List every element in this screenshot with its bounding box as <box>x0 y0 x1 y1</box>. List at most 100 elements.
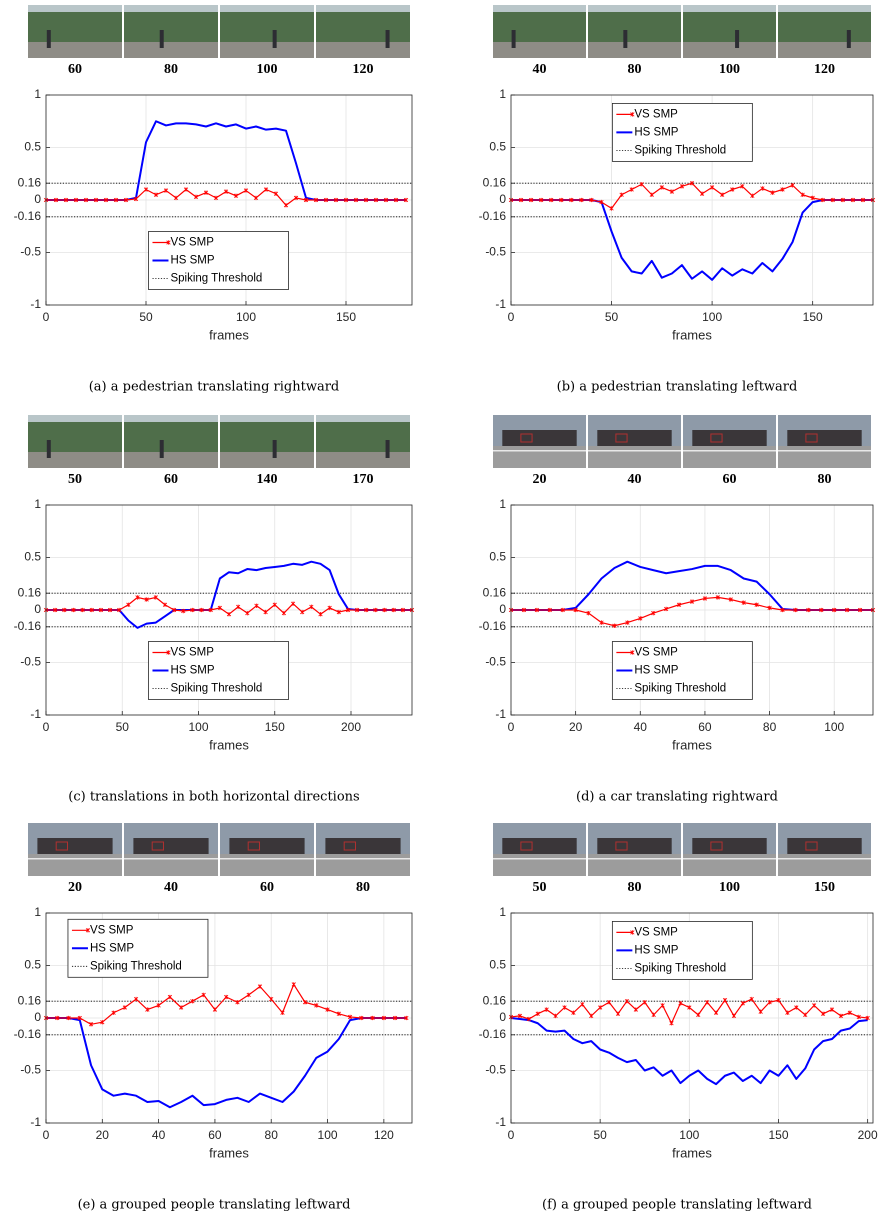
video-frame <box>588 823 681 876</box>
video-frame <box>28 823 122 876</box>
y-tick-label: 0.16 <box>18 175 42 189</box>
data-line <box>508 996 870 1026</box>
axes-box <box>45 912 413 1124</box>
legend-label: HS SMP <box>634 944 678 956</box>
legend-box <box>611 921 753 980</box>
x-tick-label: 150 <box>768 1128 788 1142</box>
video-frame <box>316 5 410 58</box>
x-tick-label: 80 <box>265 1128 279 1142</box>
video-frame <box>493 5 586 58</box>
x-axis-label: frames <box>672 327 712 342</box>
video-frame <box>683 5 776 58</box>
data-line <box>43 187 409 208</box>
video-frame <box>220 415 314 468</box>
y-tick-label: 0.16 <box>483 585 507 599</box>
y-tick-label: 0.16 <box>483 993 507 1007</box>
y-tick-label: 0 <box>34 602 41 616</box>
frame-number: 100 <box>719 62 740 77</box>
y-tick-label: 0.5 <box>24 550 41 564</box>
x-tick-label: 100 <box>188 720 208 734</box>
x-tick-label: 200 <box>858 1128 878 1142</box>
video-frame <box>28 5 122 58</box>
y-tick-label: 0.16 <box>18 585 42 599</box>
legend: VS SMP HS SMP Spiking Threshold <box>611 641 753 700</box>
video-frame <box>28 415 122 468</box>
y-tick-label: -1 <box>30 707 41 721</box>
x-tick-label: 40 <box>152 1128 166 1142</box>
legend-label: Spiking Threshold <box>90 960 182 972</box>
frame-number: 40 <box>533 62 547 77</box>
frame-number: 60 <box>164 472 178 487</box>
frame-number: 100 <box>257 62 278 77</box>
y-tick-label: -0.5 <box>20 245 41 259</box>
caption: (d) a car translating rightward <box>576 790 778 805</box>
legend-label: HS SMP <box>170 665 214 677</box>
axes-box <box>45 94 413 306</box>
legend-box <box>148 231 289 290</box>
legend-box <box>67 918 209 978</box>
x-axis-label: frames <box>209 1145 249 1160</box>
x-tick-label: 150 <box>265 720 285 734</box>
x-axis-label: frames <box>209 737 249 752</box>
axes-box <box>510 504 874 716</box>
frame-number: 40 <box>628 472 642 487</box>
y-tick-label: -1 <box>30 1115 41 1129</box>
frame-number: 120 <box>814 62 835 77</box>
x-tick-label: 50 <box>116 720 130 734</box>
y-tick-label: 0.5 <box>489 550 506 564</box>
video-frame <box>778 415 871 468</box>
legend-label: VS SMP <box>634 647 678 659</box>
data-line <box>508 181 876 211</box>
x-tick-label: 0 <box>508 310 515 324</box>
y-tick-label: -0.16 <box>479 619 507 633</box>
legend-label: Spiking Threshold <box>634 144 726 156</box>
frame-number: 140 <box>257 472 278 487</box>
axes-box <box>510 912 874 1124</box>
legend-label: VS SMP <box>170 237 214 249</box>
frame-number: 50 <box>68 472 82 487</box>
y-tick-label: -1 <box>30 297 41 311</box>
y-tick-label: 0 <box>34 192 41 206</box>
x-tick-label: 150 <box>336 310 356 324</box>
y-tick-label: 0.5 <box>24 140 41 154</box>
video-frame <box>220 5 314 58</box>
legend-label: Spiking Threshold <box>170 683 262 695</box>
y-tick-label: 1 <box>34 497 41 511</box>
frame-number: 150 <box>814 880 835 895</box>
legend-label: HS SMP <box>634 126 678 138</box>
legend-label: VS SMP <box>170 647 214 659</box>
legend: VS SMP HS SMP Spiking Threshold <box>611 103 753 162</box>
x-tick-label: 100 <box>824 720 844 734</box>
x-tick-label: 100 <box>318 1128 338 1142</box>
x-tick-label: 50 <box>605 310 619 324</box>
video-frame <box>316 823 410 876</box>
frame-number: 20 <box>68 880 82 895</box>
caption: (e) a grouped people translating leftwar… <box>78 1198 351 1213</box>
x-tick-label: 20 <box>569 720 583 734</box>
legend-label: Spiking Threshold <box>170 273 262 285</box>
legend-label: VS SMP <box>634 108 678 120</box>
caption: (c) translations in both horizontal dire… <box>68 790 359 805</box>
y-tick-label: 0.5 <box>24 958 41 972</box>
caption: (f) a grouped people translating leftwar… <box>542 1198 812 1213</box>
video-frame <box>124 5 218 58</box>
frame-number: 80 <box>818 472 832 487</box>
y-tick-label: -0.5 <box>485 655 506 669</box>
x-tick-label: 60 <box>698 720 712 734</box>
caption: (a) a pedestrian translating rightward <box>89 380 340 395</box>
video-frame <box>493 823 586 876</box>
video-frame <box>124 823 218 876</box>
y-tick-label: 1 <box>34 905 41 919</box>
axes-box <box>510 94 874 306</box>
frame-number: 80 <box>628 62 642 77</box>
x-tick-label: 150 <box>803 310 823 324</box>
x-axis-label: frames <box>672 737 712 752</box>
y-tick-label: -0.16 <box>479 209 507 223</box>
x-tick-label: 20 <box>96 1128 110 1142</box>
y-tick-label: -0.16 <box>14 209 42 223</box>
y-tick-label: 0 <box>499 192 506 206</box>
y-tick-label: -0.5 <box>485 245 506 259</box>
data-line <box>43 595 415 617</box>
y-tick-label: -0.16 <box>479 1027 507 1041</box>
x-tick-label: 0 <box>43 720 50 734</box>
